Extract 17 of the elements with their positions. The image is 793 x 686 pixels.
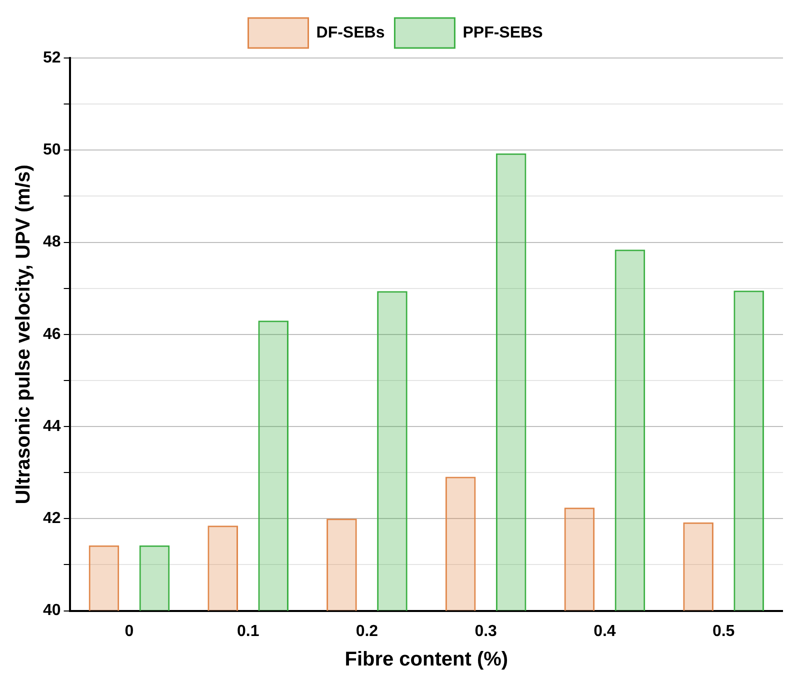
y-tick-label: 42: [43, 510, 61, 528]
x-tick-label: 0: [124, 622, 134, 640]
x-tick-label: 0.2: [356, 622, 378, 640]
y-tick-label: 48: [43, 234, 61, 251]
y-axis-title: Ultrasonic pulse velocity, UPV (m/s): [12, 164, 35, 504]
x-tick-label: 0.3: [474, 622, 498, 640]
y-tick-label: 44: [43, 418, 61, 435]
y-tick-label: 40: [43, 602, 61, 620]
y-tick-label: 52: [43, 49, 61, 66]
y-tick-label: 50: [43, 142, 61, 159]
x-axis-title: Fibre content (%): [344, 648, 508, 671]
x-tick-label: 0.5: [712, 622, 735, 640]
x-tick-label: 0.4: [594, 622, 616, 640]
x-tick-label: 0.1: [236, 622, 260, 640]
y-tick-label: 46: [43, 326, 61, 343]
legend-label: DF-SEBs: [316, 24, 385, 42]
legend-label: PPF-SEBS: [462, 24, 544, 42]
